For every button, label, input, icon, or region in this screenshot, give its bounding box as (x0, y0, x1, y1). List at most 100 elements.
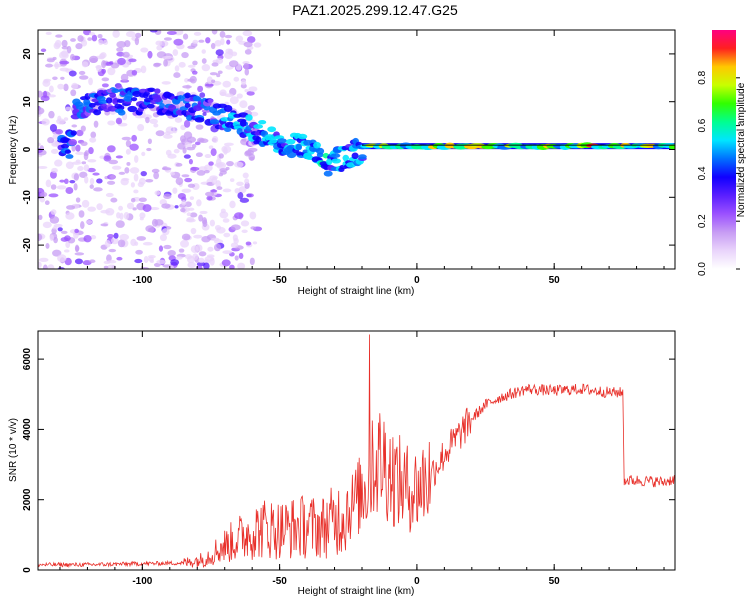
spectrogram-cell (71, 144, 76, 152)
spectrogram-cell (173, 38, 184, 46)
spectrogram-cell (134, 258, 143, 264)
spectrogram-cell (87, 159, 97, 163)
spectrogram-cell (132, 90, 142, 98)
spectrogram-cell (211, 136, 219, 144)
spectrogram-cell (126, 202, 135, 210)
spectrogram-cell (222, 218, 230, 223)
spectrogram-cell (111, 88, 120, 93)
spectrogram-cell (88, 77, 93, 86)
spectrogram-cell (241, 138, 248, 142)
spectrogram-cell (145, 116, 150, 124)
spectrogram-cell (93, 120, 99, 128)
spectrogram-cell (211, 30, 218, 35)
spectrogram-cell (198, 166, 208, 172)
spectrogram-cell (93, 187, 103, 192)
spectrogram-cell (205, 83, 214, 87)
spectrogram-cell (230, 242, 239, 249)
spectrogram-cell (220, 208, 226, 214)
spectrogram-x-tick-label: 0 (414, 275, 420, 286)
spectrogram-cell (60, 50, 69, 58)
spectrogram-cell (107, 264, 116, 269)
spectrogram-cell (184, 78, 189, 83)
spectrogram-cell (178, 248, 185, 253)
spectrogram-cell (258, 120, 267, 125)
spectrogram-cell (191, 70, 198, 75)
spectrogram-cell (121, 136, 132, 141)
spectrogram-cell (96, 178, 103, 184)
spectrogram-cell (59, 60, 70, 65)
spectrogram-cell (249, 211, 257, 220)
spectrogram-cell (105, 192, 114, 198)
spectrogram-cell (234, 161, 244, 168)
spectrogram-cell (316, 152, 324, 158)
spectrogram-cell (199, 210, 208, 215)
spectrogram-cell (145, 179, 154, 183)
spectrogram-cell (225, 48, 233, 54)
spectrogram-cell (174, 117, 183, 123)
spectrogram-cell (215, 57, 224, 64)
spectrogram-cell (209, 257, 215, 266)
spectrogram-cell (222, 250, 233, 255)
spectrogram-cell (38, 142, 41, 147)
spectrogram-cell (166, 30, 177, 35)
spectrogram-cell (221, 259, 231, 267)
colorbar-tick-label: 0.0 (697, 262, 708, 276)
spectrogram-cell (107, 67, 116, 76)
spectrogram-cell (180, 239, 190, 248)
spectrogram-cell (97, 34, 103, 39)
spectrogram-cell (192, 60, 198, 66)
spectrogram-cell (224, 127, 232, 133)
spectrogram-cell (119, 233, 130, 241)
spectrogram-cell (182, 33, 189, 40)
spectrogram-cell (121, 177, 130, 181)
spectrogram-cell (198, 214, 204, 222)
spectrogram-cell (140, 171, 147, 177)
spectrogram-cell (118, 205, 123, 211)
spectrogram-cell (239, 197, 250, 203)
spectrogram-cell (111, 237, 119, 245)
spectrogram-cell (184, 177, 193, 183)
spectrogram-cell (242, 172, 249, 179)
spectrogram-cell (75, 144, 81, 152)
spectrogram-cell (50, 209, 57, 215)
spectrogram-cell (323, 170, 333, 177)
spectrogram-cell (60, 76, 65, 80)
spectrogram-cell (53, 236, 58, 244)
spectrogram-cell (66, 205, 76, 210)
spectrogram-cell (189, 196, 195, 200)
spectrogram-cell (192, 253, 199, 261)
spectrogram-cell (75, 151, 85, 155)
spectrogram-cell (57, 227, 63, 232)
spectrogram-cell (196, 170, 206, 176)
spectrogram-y-tick-label: 0 (22, 146, 33, 152)
spectrogram-cell (163, 37, 172, 41)
spectrogram-cell (38, 107, 45, 115)
spectrogram-cell (216, 226, 226, 234)
spectrogram-cell (40, 48, 47, 53)
spectrogram-cell (81, 199, 90, 208)
spectrogram-cell (201, 217, 208, 225)
spectrogram-cell (52, 76, 58, 81)
spectrogram-cell (228, 60, 239, 68)
spectrogram-cell (133, 173, 139, 182)
spectrogram-cell (50, 148, 59, 154)
spectrogram-cell (211, 79, 216, 83)
spectrogram-cell (232, 234, 238, 242)
spectrogram-cell (124, 167, 130, 174)
spectrogram-cell (128, 58, 137, 63)
spectrogram-cell (57, 115, 62, 122)
spectrogram-cell (149, 30, 158, 33)
spectrogram-cell (75, 197, 81, 203)
spectrogram-cell (90, 235, 97, 240)
spectrogram-cell (237, 191, 244, 200)
spectrogram-cell (177, 95, 184, 102)
spectrogram-cell (100, 209, 111, 214)
spectrogram-cell (74, 252, 85, 256)
spectrogram-cell (101, 60, 107, 69)
spectrogram-cell (130, 97, 138, 102)
spectrogram-cell (89, 137, 97, 143)
spectrogram-cell (243, 62, 249, 70)
spectrogram-cell (48, 85, 54, 93)
spectrogram-cell (243, 41, 253, 48)
